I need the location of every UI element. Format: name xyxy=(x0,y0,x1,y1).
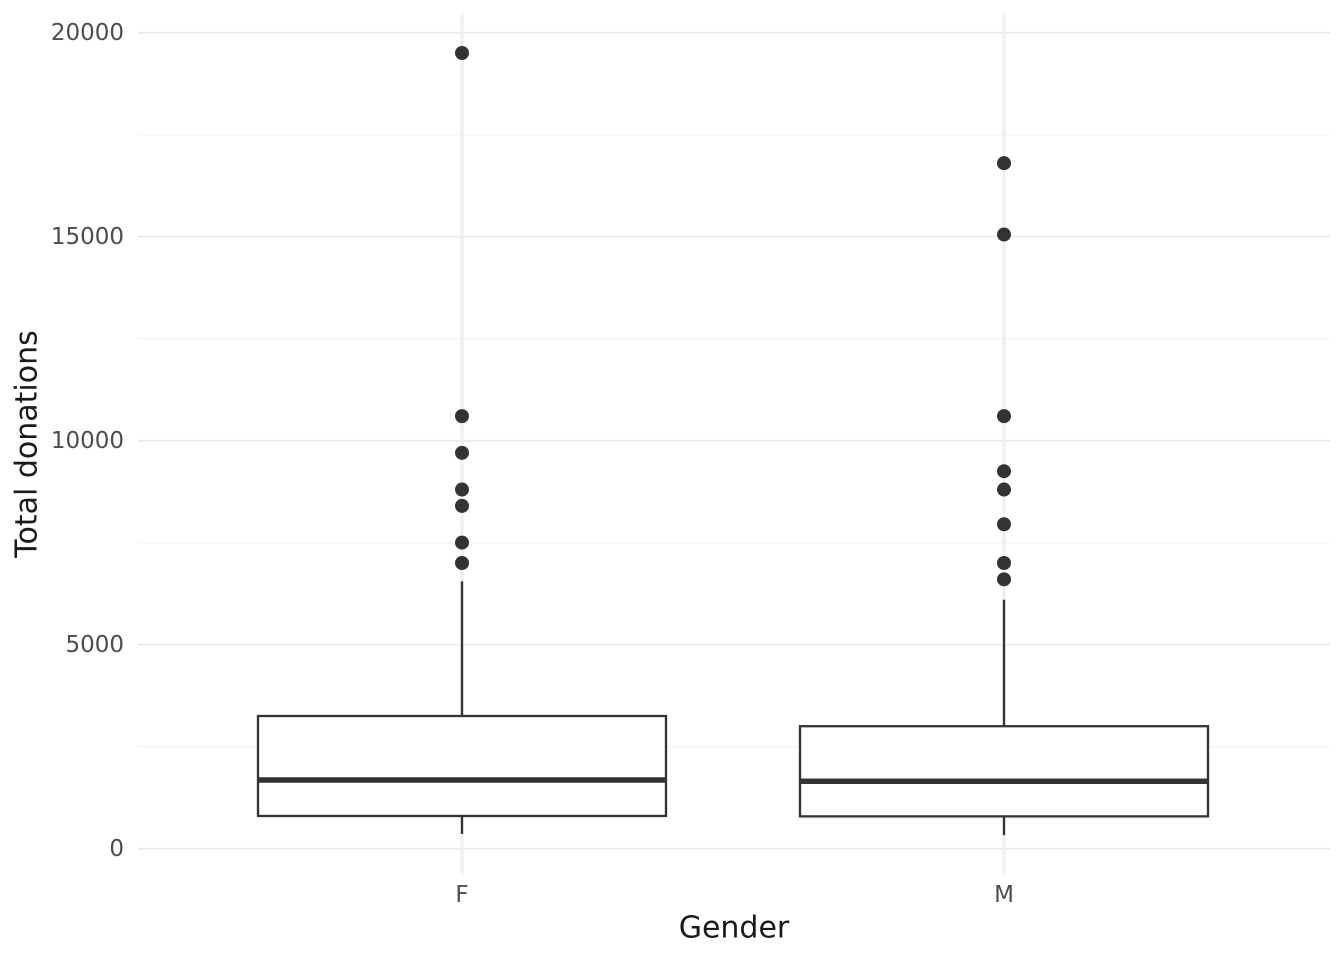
box-f xyxy=(256,714,668,818)
y-tick-label: 15000 xyxy=(50,223,124,250)
outlier-point-m xyxy=(997,156,1011,171)
y-tick-label: 5000 xyxy=(65,631,124,658)
y-tick-label: 20000 xyxy=(50,19,124,46)
x-axis-title: Gender xyxy=(678,910,790,946)
outlier-point-f xyxy=(455,535,469,550)
outlier-point-m xyxy=(997,556,1011,570)
y-tick-label: 10000 xyxy=(50,427,124,454)
outlier-point-m xyxy=(997,482,1011,497)
outlier-point-m xyxy=(997,464,1011,479)
outlier-point-f xyxy=(455,498,469,513)
outlier-point-m xyxy=(997,517,1011,532)
outlier-point-m xyxy=(997,572,1011,587)
outlier-point-f xyxy=(455,482,469,497)
box-m xyxy=(798,725,1210,818)
outlier-point-f xyxy=(455,46,469,60)
outlier-point-m xyxy=(997,409,1011,424)
y-axis-title: Total donations xyxy=(9,330,45,558)
outlier-point-m xyxy=(997,227,1011,242)
x-tick-label: M xyxy=(994,882,1014,908)
x-tick-label: F xyxy=(455,882,469,908)
y-tick-label: 0 xyxy=(109,835,124,862)
outlier-point-f xyxy=(455,409,469,424)
outlier-point-f xyxy=(455,556,469,570)
outlier-point-f xyxy=(455,445,469,460)
